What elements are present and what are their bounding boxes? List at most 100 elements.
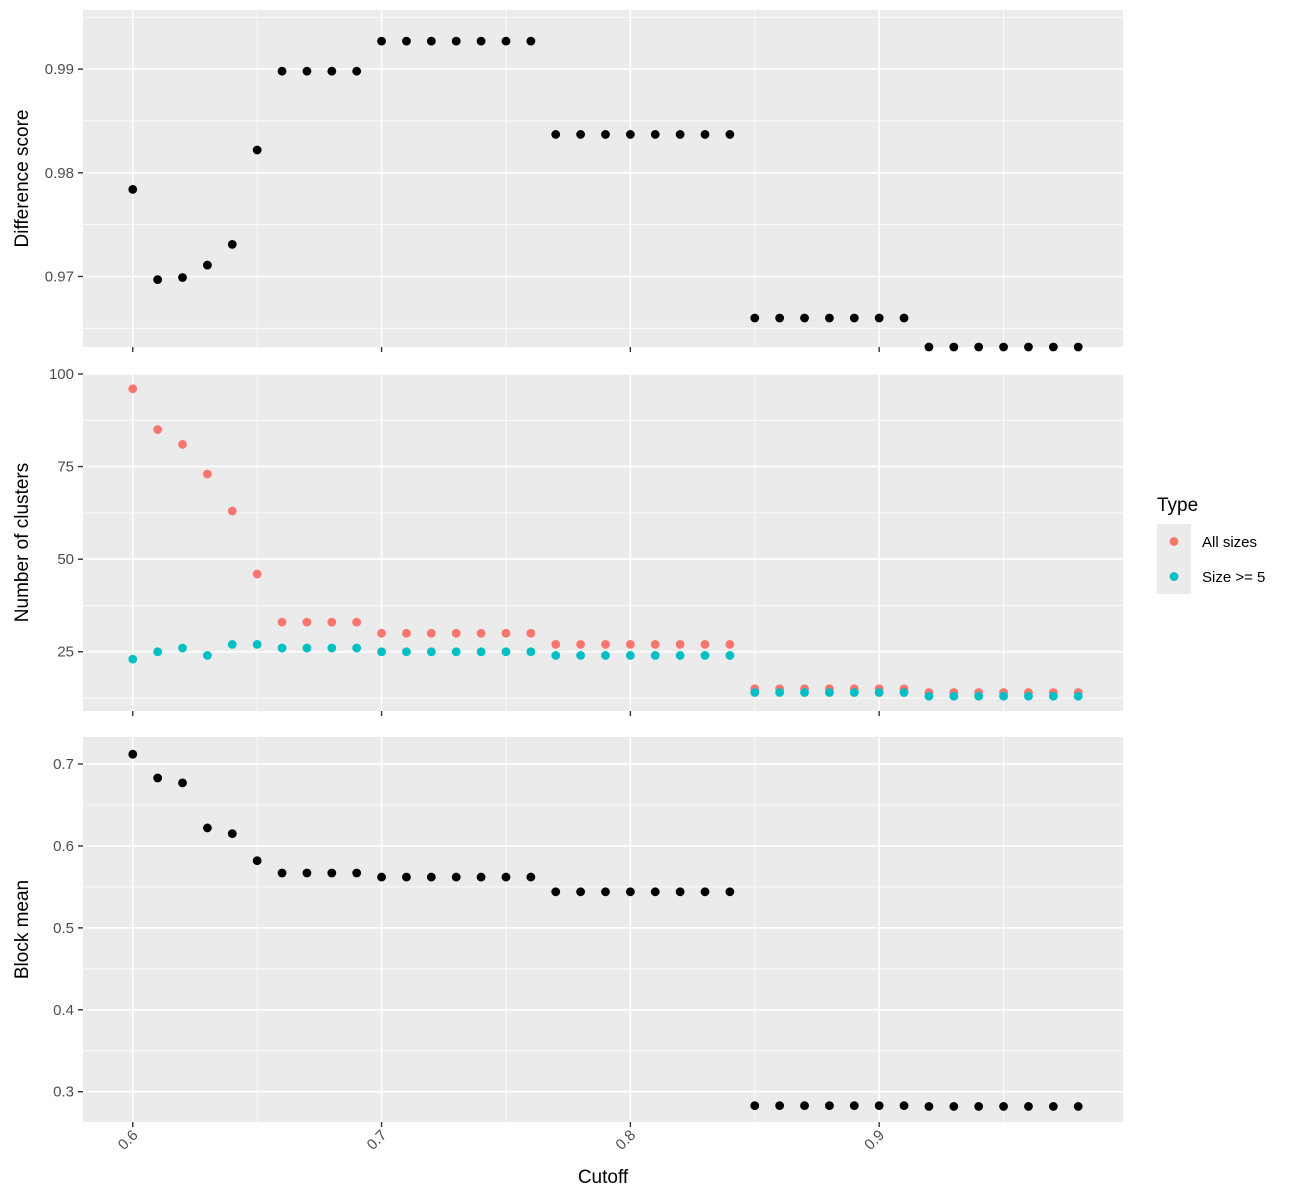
data-point xyxy=(700,639,710,649)
data-point xyxy=(377,36,386,46)
data-point xyxy=(974,691,984,701)
data-point xyxy=(227,239,237,249)
data-point xyxy=(725,130,735,139)
data-point xyxy=(700,887,710,897)
data-point xyxy=(203,469,212,479)
x-tick-label: 0.6 xyxy=(115,1127,142,1154)
data-point xyxy=(551,651,561,660)
data-point xyxy=(153,647,163,657)
data-point xyxy=(402,872,411,882)
data-point xyxy=(203,260,212,270)
data-point xyxy=(675,651,685,660)
data-point xyxy=(750,1101,760,1111)
data-point xyxy=(924,1102,934,1111)
data-point xyxy=(402,628,411,638)
data-point xyxy=(426,36,436,46)
data-point xyxy=(402,36,411,46)
data-point xyxy=(476,647,486,657)
data-point xyxy=(650,130,660,139)
data-point xyxy=(576,651,586,660)
panel-1: 0.97 0.98 0.99 Difference score xyxy=(12,10,1123,352)
legend: Type All sizes Size >= 5 xyxy=(1157,495,1265,594)
series-all-sizes xyxy=(128,384,1083,697)
data-point xyxy=(650,639,660,649)
data-point xyxy=(1024,691,1033,701)
data-point xyxy=(625,130,635,139)
data-point xyxy=(750,688,760,697)
legend-key-point xyxy=(1169,572,1179,581)
data-point xyxy=(949,342,959,352)
data-point xyxy=(899,688,909,697)
data-point xyxy=(675,887,685,897)
data-point xyxy=(128,654,138,664)
data-point xyxy=(501,872,511,882)
data-point xyxy=(476,628,486,638)
data-point xyxy=(451,36,461,46)
legend-title: Type xyxy=(1157,495,1198,516)
data-point xyxy=(650,887,660,897)
data-point xyxy=(1048,1102,1058,1111)
data-point xyxy=(252,856,262,866)
data-point xyxy=(999,691,1008,701)
y-tick-label: 0.97 xyxy=(45,268,74,285)
data-point xyxy=(874,688,884,697)
data-point xyxy=(526,647,536,657)
data-point xyxy=(451,872,461,882)
data-point xyxy=(1048,342,1058,352)
data-point xyxy=(352,643,362,653)
data-point xyxy=(999,1102,1008,1111)
data-point xyxy=(501,628,511,638)
panel-3: 0.3 0.4 0.5 0.6 0.7 Block mean xyxy=(12,737,1123,1127)
data-point xyxy=(178,273,187,282)
series-points xyxy=(128,749,1083,1111)
y-tick-label: 0.3 xyxy=(53,1084,74,1101)
data-point xyxy=(128,749,138,759)
data-point xyxy=(128,384,138,394)
data-point xyxy=(949,691,959,701)
data-point xyxy=(302,617,312,627)
data-point xyxy=(277,66,287,76)
data-point xyxy=(451,647,461,657)
data-point xyxy=(924,691,934,701)
data-point xyxy=(302,868,312,878)
data-point xyxy=(725,651,735,660)
data-point xyxy=(725,887,735,897)
data-point xyxy=(426,872,436,882)
data-point xyxy=(153,275,163,284)
data-point xyxy=(451,628,461,638)
data-point xyxy=(277,617,287,627)
data-point xyxy=(227,829,237,839)
data-point xyxy=(700,130,710,139)
legend-entry: Size >= 5 xyxy=(1157,559,1265,594)
data-point xyxy=(576,887,586,897)
data-point xyxy=(974,342,984,352)
data-point xyxy=(252,639,262,649)
data-point xyxy=(476,872,486,882)
data-point xyxy=(601,651,610,660)
data-point xyxy=(1048,691,1058,701)
panel-2: 25 50 75 100 Number of clusters xyxy=(12,366,1123,716)
y-tick-label: 0.7 xyxy=(53,756,74,773)
data-point xyxy=(227,506,237,516)
data-point xyxy=(426,628,436,638)
data-point xyxy=(377,647,386,657)
legend-label: Size >= 5 xyxy=(1202,569,1265,586)
data-point xyxy=(327,643,337,653)
data-point xyxy=(625,639,635,649)
data-point xyxy=(800,688,809,697)
data-point xyxy=(924,342,934,352)
data-point xyxy=(352,868,362,878)
data-point xyxy=(227,639,237,649)
data-point xyxy=(625,887,635,897)
x-axis-title: Cutoff xyxy=(578,1167,629,1188)
data-point xyxy=(426,647,436,657)
data-point xyxy=(601,639,610,649)
y-tick-label: 75 xyxy=(57,459,74,476)
data-point xyxy=(949,1102,959,1111)
data-point xyxy=(203,823,212,833)
data-point xyxy=(153,425,163,434)
data-point xyxy=(601,887,610,897)
data-point xyxy=(800,1101,809,1111)
data-point xyxy=(526,36,536,46)
